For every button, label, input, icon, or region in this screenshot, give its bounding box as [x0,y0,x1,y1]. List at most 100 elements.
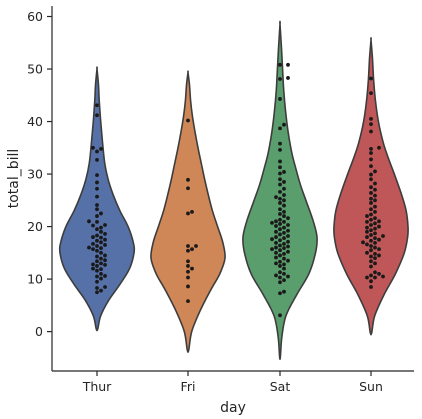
swarm-point-thur [95,259,99,264]
swarm-point-thur [95,248,99,253]
swarm-point-sun [373,181,377,186]
swarm-point-fri [186,299,190,304]
swarm-point-sun [373,169,377,174]
swarm-point-thur [103,243,107,247]
swarm-point-sat [282,203,286,208]
swarm-point-thur [95,279,99,284]
swarm-point-sun [369,164,373,169]
swarm-point-sat [282,236,286,241]
swarm-point-thur [95,214,99,218]
swarm-point-thur [103,237,107,242]
swarm-point-sat [274,219,278,224]
swarm-point-sat [286,258,290,263]
swarm-point-sat [286,244,290,249]
swarm-point-thur [99,271,103,276]
y-ticks: 0 10 20 30 40 50 60 [27,9,52,339]
swarm-point-sun [365,250,369,255]
swarm-point-sat [278,291,282,296]
swarm-point-thur [95,264,99,268]
swarm-point-sat [274,261,278,266]
swarm-point-sat [278,190,282,194]
swarm-point-sun [369,279,373,284]
swarm-point-sun [377,253,381,258]
swarm-point-fri [186,186,190,191]
x-tick-label-sat: Sat [270,379,291,394]
swarm-point-sun [361,240,365,245]
swarm-point-sat [278,227,282,232]
swarm-point-fri [186,248,190,253]
swarm-point-thur [103,223,107,227]
x-tick-label-sun: Sun [359,379,383,394]
swarm-point-thur [103,263,107,267]
y-tick-label: 0 [35,324,43,339]
swarm-point-sat [282,289,286,294]
swarm-point-thur [95,173,99,178]
swarm-point-thur [95,186,99,191]
swarm-point-sat [278,275,282,280]
swarm-point-sat [282,170,286,174]
swarm-point-thur [103,258,107,263]
x-ticks: Thur Fri Sat Sun [82,371,383,394]
swarm-point-sat [278,212,282,216]
swarm-point-sat [278,207,282,212]
swarm-point-sat [278,264,282,268]
swarm-point-thur [95,274,99,279]
swarm-point-sun [369,76,373,81]
swarm-point-sun [369,223,373,227]
swarm-point-sun [369,259,373,264]
swarm-point-thur [95,286,99,290]
swarm-point-sun [373,236,377,241]
swarm-point-sat [278,141,282,146]
swarm-point-thur [99,267,103,272]
swarm-point-thur [87,245,91,250]
swarm-point-sun [373,221,377,226]
swarm-point-thur [99,211,103,216]
swarm-point-thur [91,247,95,252]
swarm-point-sat [286,274,290,279]
swarm-point-sat [282,214,286,218]
swarm-point-sat [282,262,286,267]
swarm-point-thur [91,145,95,150]
swarm-point-sun [369,91,373,96]
swarm-point-sun [381,274,385,279]
swarm-point-sat [278,165,282,170]
swarm-point-sun [373,226,377,231]
swarm-point-thur [95,219,99,224]
swarm-point-sat [282,278,286,283]
swarm-point-fri [186,284,190,289]
swarm-point-sat [282,230,286,235]
y-tick-label: 30 [27,167,43,182]
swarm-point-sun [369,146,373,151]
swarm-point-sun [373,198,377,203]
swarm-point-sun [365,229,369,234]
swarm-point-fri [186,118,190,123]
swarm-point-sun [365,275,369,280]
swarm-point-sat [270,237,274,242]
swarm-point-sat [282,186,286,191]
swarm-point-thur [103,285,107,289]
swarm-point-sat [274,255,278,260]
swarm-point-sun [369,157,373,162]
swarm-point-thur [99,256,103,261]
swarm-point-thur [87,219,91,224]
swarm-point-sun [373,251,377,256]
swarm-point-sat [274,273,278,278]
swarm-point-thur [103,274,107,278]
swarm-point-sun [369,238,373,243]
swarm-point-sat [286,76,290,80]
swarm-point-sat [282,198,286,203]
swarm-point-fri [186,264,190,268]
y-axis-label: total_bill [6,149,22,209]
swarm-point-thur [99,225,103,230]
swarm-point-sun [365,219,369,224]
swarm-point-sat [278,77,282,81]
swarm-point-fri [190,209,194,214]
swarm-point-sun [369,185,373,190]
swarm-point-fri [186,211,190,216]
swarm-point-sat [274,240,278,245]
swarm-point-thur [103,232,107,236]
swarm-point-sat [278,182,282,187]
swarm-point-sat [278,313,282,318]
x-tick-label-fri: Fri [181,379,196,394]
swarm-point-sat [278,217,282,222]
